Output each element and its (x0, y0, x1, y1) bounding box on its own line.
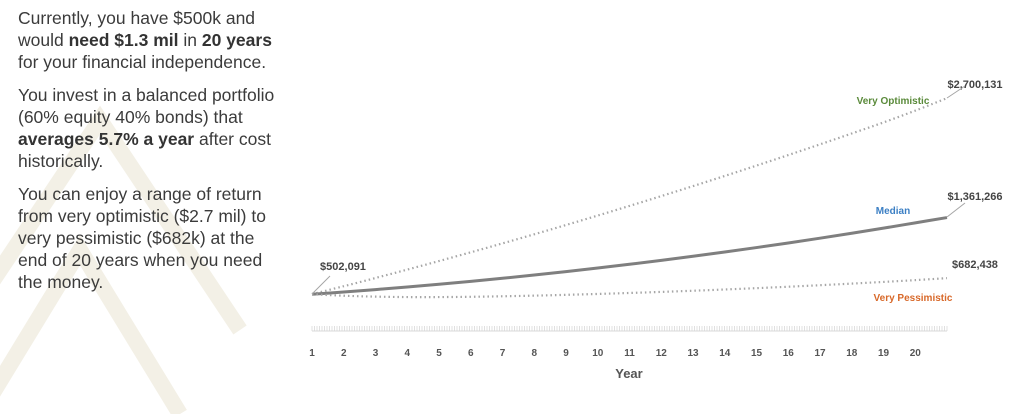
text-segment: in (178, 30, 202, 50)
text-segment: You can enjoy a range of return from ver… (18, 184, 266, 292)
x-tick-label: 6 (468, 348, 474, 359)
x-tick-label: 20 (910, 348, 922, 359)
x-tick-label: 3 (373, 348, 379, 359)
text-segment: after cost historically. (18, 129, 271, 171)
paragraph-goal: Currently, you have $500k and would need… (18, 7, 288, 73)
series-label: Very Optimistic (857, 96, 930, 107)
x-tick-label: 10 (592, 348, 604, 359)
leader-line (311, 275, 331, 295)
x-tick-label: 15 (751, 348, 763, 359)
x-tick-label: 13 (687, 348, 699, 359)
series-line-very-pessimistic (311, 277, 948, 299)
leader-line (946, 202, 966, 218)
x-tick-label: 18 (846, 348, 858, 359)
x-tick-label: 7 (500, 348, 506, 359)
x-axis-title: Year (615, 366, 642, 381)
x-tick-label: 11 (624, 348, 635, 359)
x-tick-label: 2 (341, 348, 347, 359)
emphasis-text: need $1.3 mil (68, 30, 179, 50)
summary-text: Currently, you have $500k and would need… (18, 7, 288, 304)
paragraph-range: You can enjoy a range of return from ver… (18, 183, 288, 293)
start-value-label: $502,091 (320, 261, 366, 273)
x-tick-label: 17 (814, 348, 826, 359)
text-segment: You invest in a balanced portfolio (60% … (18, 85, 275, 127)
x-axis: 1 2 3 4 5 6 7 8 9 10 11 12 13 14 15 16 17 18 19 20 (309, 326, 948, 359)
text-segment: for your financial independence. (18, 52, 267, 72)
x-tick-label: 19 (878, 348, 890, 359)
series-label: Median (876, 206, 910, 217)
x-tick-label: 8 (531, 348, 537, 359)
x-tick-label: 14 (719, 348, 731, 359)
end-value-label: $2,700,131 (947, 79, 1002, 91)
end-value-label: $682,438 (952, 259, 998, 271)
text-segment: Currently, you have $500k and would (18, 8, 256, 50)
emphasis-text: 20 years (201, 30, 272, 50)
x-tick-label: 9 (563, 348, 569, 359)
paragraph-portfolio: You invest in a balanced portfolio (60% … (18, 84, 288, 172)
leader-line (946, 85, 966, 99)
x-tick-label: 4 (404, 348, 410, 359)
series-line-median (311, 216, 948, 296)
series-line-very-optimistic (311, 97, 948, 296)
x-tick-label: 16 (783, 348, 795, 359)
series-label: Very Pessimistic (874, 293, 953, 304)
x-tick-label: 1 (309, 348, 315, 359)
end-value-label: $1,361,266 (947, 191, 1002, 203)
x-tick-label: 12 (656, 348, 668, 359)
x-tick-label: 5 (436, 348, 442, 359)
emphasis-text: averages 5.7% a year (18, 129, 195, 149)
